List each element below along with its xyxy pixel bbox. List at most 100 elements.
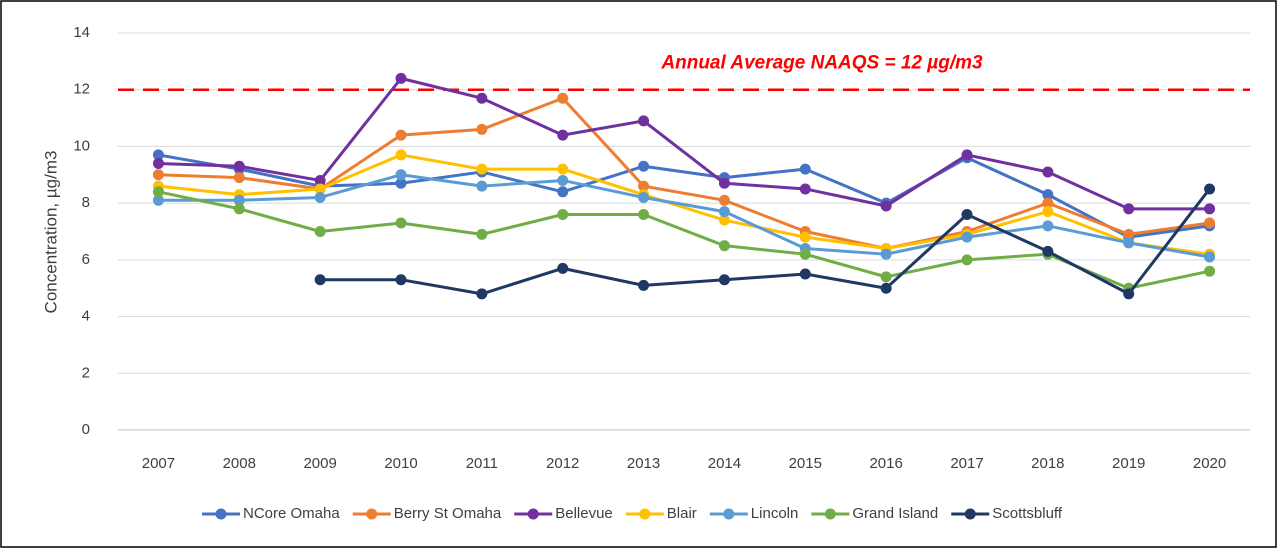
data-point xyxy=(799,163,811,175)
y-tick-label: 4 xyxy=(82,308,90,325)
y-tick-label: 10 xyxy=(73,137,90,154)
data-point xyxy=(961,254,973,266)
data-point xyxy=(1204,251,1216,263)
data-point xyxy=(152,149,164,161)
legend-label: NCore Omaha xyxy=(243,505,340,522)
data-point xyxy=(476,163,488,175)
data-point xyxy=(799,268,811,280)
data-point xyxy=(718,177,730,189)
x-tick-label: 2013 xyxy=(627,455,660,472)
series-line xyxy=(158,153,1210,239)
data-point xyxy=(476,180,488,192)
legend-label: Berry St Omaha xyxy=(394,505,502,522)
legend-marker xyxy=(824,508,836,520)
data-point xyxy=(395,217,407,229)
data-point xyxy=(718,206,730,218)
data-point xyxy=(233,203,245,215)
data-point xyxy=(638,160,650,172)
data-point xyxy=(1204,203,1216,215)
data-point xyxy=(557,92,569,104)
y-tick-label: 0 xyxy=(82,421,90,438)
data-point xyxy=(638,191,650,203)
data-point xyxy=(799,248,811,260)
series-line xyxy=(320,188,1211,296)
data-point xyxy=(961,231,973,243)
x-tick-label: 2016 xyxy=(869,455,902,472)
y-axis-label: Concentration, µg/m3 xyxy=(41,151,60,314)
series-line xyxy=(158,173,1210,259)
x-tick-label: 2019 xyxy=(1112,455,1145,472)
data-point xyxy=(395,177,407,189)
data-point xyxy=(718,194,730,206)
legend-marker xyxy=(215,508,227,520)
data-point xyxy=(476,288,488,300)
y-tick-label: 6 xyxy=(82,251,90,268)
data-point xyxy=(557,129,569,141)
data-point xyxy=(233,172,245,184)
data-point xyxy=(718,274,730,286)
data-point xyxy=(314,191,326,203)
data-point xyxy=(557,163,569,175)
data-point xyxy=(557,186,569,198)
data-point xyxy=(557,262,569,274)
data-point xyxy=(880,248,892,260)
data-point xyxy=(880,200,892,212)
legend-marker xyxy=(366,508,378,520)
data-point xyxy=(152,186,164,198)
x-tick-label: 2017 xyxy=(950,455,983,472)
x-tick-label: 2009 xyxy=(303,455,336,472)
series-line xyxy=(158,96,1210,251)
data-point xyxy=(1042,220,1054,232)
data-point xyxy=(233,194,245,206)
series-line xyxy=(158,76,1210,211)
data-point xyxy=(1042,206,1054,218)
x-tick-label: 2015 xyxy=(789,455,822,472)
data-point xyxy=(961,149,973,161)
legend-label: Blair xyxy=(667,505,697,522)
data-point xyxy=(799,231,811,243)
data-point xyxy=(476,92,488,104)
data-point xyxy=(395,169,407,181)
data-point xyxy=(961,208,973,220)
data-point xyxy=(1123,228,1135,240)
data-point xyxy=(718,240,730,252)
data-point xyxy=(638,115,650,127)
data-point xyxy=(395,274,407,286)
data-point xyxy=(152,169,164,181)
x-tick-label: 2007 xyxy=(142,455,175,472)
data-point xyxy=(233,160,245,172)
x-tick-label: 2008 xyxy=(223,455,256,472)
data-point xyxy=(1204,183,1216,195)
x-tick-label: 2012 xyxy=(546,455,579,472)
data-point xyxy=(1204,265,1216,277)
x-tick-label: 2014 xyxy=(708,455,741,472)
data-point xyxy=(395,149,407,161)
data-point xyxy=(557,174,569,186)
data-point xyxy=(1042,166,1054,178)
legend-label: Scottsbluff xyxy=(992,505,1063,522)
data-point xyxy=(638,279,650,291)
y-tick-label: 2 xyxy=(82,364,90,381)
legend-label: Lincoln xyxy=(751,505,799,522)
legend-marker xyxy=(964,508,976,520)
data-point xyxy=(880,282,892,294)
x-tick-label: 2020 xyxy=(1193,455,1226,472)
data-point xyxy=(395,72,407,84)
data-point xyxy=(152,194,164,206)
data-point xyxy=(880,271,892,283)
series-line xyxy=(158,153,1210,256)
data-point xyxy=(476,228,488,240)
x-tick-label: 2010 xyxy=(384,455,417,472)
data-point xyxy=(1204,217,1216,229)
legend-marker xyxy=(527,508,539,520)
data-point xyxy=(314,226,326,237)
data-point xyxy=(557,208,569,220)
data-point xyxy=(1123,288,1135,300)
legend-marker xyxy=(639,508,651,520)
x-tick-label: 2018 xyxy=(1031,455,1064,472)
data-point xyxy=(476,123,488,135)
data-point xyxy=(152,157,164,169)
legend-label: Grand Island xyxy=(852,505,938,522)
